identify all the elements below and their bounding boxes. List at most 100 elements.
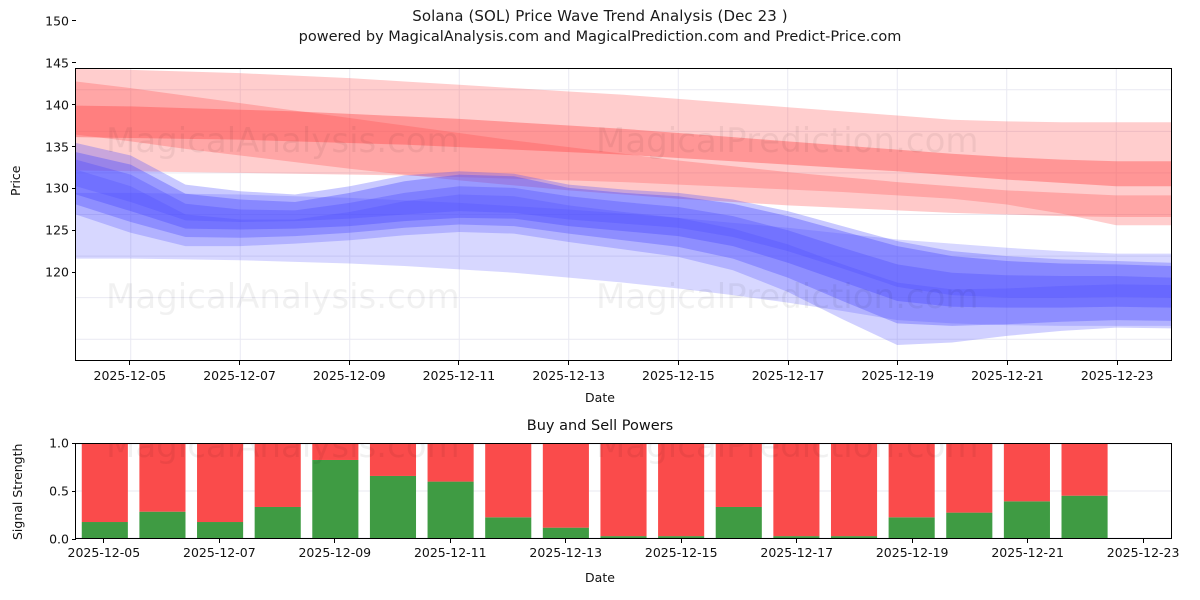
price-x-tick: 2025-12-11 [422, 368, 496, 383]
price-y-tickmark [72, 271, 76, 273]
wave-band [76, 81, 1171, 217]
price-x-tickmark [348, 361, 350, 365]
signal-x-tickmark [218, 539, 220, 543]
signal-y-tick-labels: 0.0 0.5 1.0 [5, 436, 76, 547]
price-x-tickmark [897, 361, 899, 365]
sell-power-bar [830, 444, 878, 537]
price-wave-plot [76, 69, 1171, 360]
buy-power-bar [312, 459, 359, 538]
chart-header: Solana (SOL) Price Wave Trend Analysis (… [0, 6, 1200, 48]
price-y-tick-labels: 120 125 130 135 140 145 150 [5, 0, 76, 293]
signal-y-tick: 0.5 [49, 483, 69, 499]
wave-band [76, 169, 1171, 346]
signal-x-tickmark [1027, 539, 1029, 543]
signal-y-tickmark [72, 490, 76, 492]
signal-y-tickmark [72, 442, 76, 444]
signal-x-tick: 2025-12-15 [644, 545, 718, 560]
sell-power-bar [369, 444, 417, 476]
buy-power-bar [946, 512, 993, 538]
buy-power-bar [139, 511, 186, 538]
sell-power-bar [254, 444, 301, 507]
price-x-tick: 2025-12-05 [93, 368, 167, 383]
signal-x-tickmark [103, 539, 105, 543]
price-y-tickmark [72, 20, 76, 22]
buy-power-bar [254, 506, 301, 538]
price-y-tick: 120 [45, 264, 69, 280]
buy-power-bar [369, 475, 417, 538]
signal-x-tickmark [911, 539, 913, 543]
price-x-tickmark [1006, 361, 1008, 365]
buy-power-bar [715, 506, 762, 538]
price-y-tickmark [72, 229, 76, 231]
wave-band [76, 152, 1171, 308]
price-gridlines [76, 69, 1171, 360]
sell-power-bar [197, 444, 244, 523]
sell-power-bar [81, 444, 128, 523]
price-wave-bands [76, 69, 1171, 346]
sell-power-bar [542, 444, 589, 528]
wave-band [76, 143, 1171, 298]
price-x-axis-label: Date [585, 390, 615, 405]
price-y-tick: 140 [45, 97, 69, 113]
sell-power-bar [1003, 444, 1050, 502]
buy-power-bar [600, 536, 647, 538]
sell-power-bar [1061, 444, 1108, 496]
signal-x-tickmark [565, 539, 567, 543]
signal-x-tickmark [1142, 539, 1144, 543]
wave-band [76, 159, 1171, 326]
price-y-tickmark [72, 62, 76, 64]
signal-bar-group [81, 444, 1108, 538]
signal-y-tick: 0.0 [49, 531, 69, 547]
wave-band [76, 192, 1171, 326]
sell-power-bar [715, 444, 762, 507]
price-x-tickmark [677, 361, 679, 365]
price-y-tickmark [72, 104, 76, 106]
price-y-tickmark [72, 187, 76, 189]
buy-power-bar [658, 536, 705, 538]
signal-x-tickmark [796, 539, 798, 543]
buy-power-bar [542, 527, 589, 538]
signal-x-tick: 2025-12-13 [529, 545, 603, 560]
signal-x-tick: 2025-12-21 [991, 545, 1064, 560]
price-y-tick: 130 [45, 180, 69, 196]
buy-power-bar [485, 517, 532, 538]
price-y-tick: 150 [45, 13, 69, 29]
buy-power-bar [773, 536, 820, 538]
signal-x-tick: 2025-12-19 [875, 545, 949, 560]
sell-power-bar [888, 444, 935, 518]
sell-power-bar [658, 444, 705, 537]
price-x-tick: 2025-12-09 [312, 368, 386, 383]
wave-band [76, 69, 1171, 226]
price-x-tickmark [458, 361, 460, 365]
buy-power-bar [1061, 495, 1108, 538]
price-x-tick: 2025-12-19 [861, 368, 935, 383]
sell-power-bar [485, 444, 532, 518]
buy-power-bar [197, 522, 244, 538]
signal-x-tickmark [449, 539, 451, 543]
price-wave-chart: MagicalAnalysis.com MagicalPrediction.com… [75, 68, 1172, 361]
sell-power-bar [427, 444, 474, 482]
signal-x-tick: 2025-12-23 [1106, 545, 1180, 560]
buy-power-bar [830, 536, 878, 538]
signal-x-tick: 2025-12-11 [413, 545, 487, 560]
signal-x-tickmark [334, 539, 336, 543]
price-x-tick: 2025-12-23 [1080, 368, 1154, 383]
signal-x-axis-label: Date [585, 570, 615, 585]
page-subtitle: powered by MagicalAnalysis.com and Magic… [298, 29, 902, 45]
signal-x-tick: 2025-12-05 [67, 545, 141, 560]
price-y-tick: 145 [45, 55, 69, 71]
signal-plot [76, 444, 1171, 538]
price-x-tick: 2025-12-13 [532, 368, 605, 383]
wave-band [76, 105, 1171, 187]
signal-y-tickmark [72, 538, 76, 540]
price-x-tickmark [1116, 361, 1118, 365]
buy-power-bar [81, 522, 128, 538]
price-y-tick: 135 [45, 139, 69, 154]
price-y-tickmark [72, 146, 76, 147]
price-x-tick: 2025-12-17 [751, 368, 825, 383]
signal-x-tick: 2025-12-07 [183, 545, 256, 560]
price-x-tickmark [568, 361, 570, 365]
signal-y-tick: 1.0 [49, 435, 69, 451]
price-x-tickmark [787, 361, 789, 365]
